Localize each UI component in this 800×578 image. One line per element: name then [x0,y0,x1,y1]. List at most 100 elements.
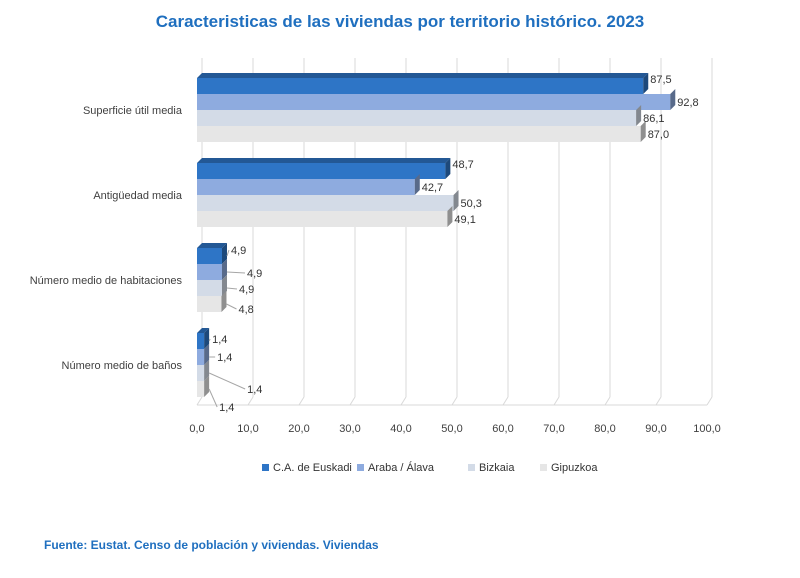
legend-item: C.A. de Euskadi [262,462,352,474]
bar-side [221,259,227,280]
chart-title: Caracteristicas de las viviendas por ter… [155,12,645,31]
bar-side [204,360,210,381]
bar-top [197,158,451,163]
x-tick-label: 20,0 [288,423,309,435]
gridline-foot [451,396,458,406]
gridline-foot [247,396,254,406]
bar-face [197,94,671,110]
bar [197,206,453,227]
bar [197,158,451,179]
legend: C.A. de Euskadi Araba / Álava Bizkaia Gipuz… [262,461,598,474]
gridline-foot [196,396,203,406]
bar [197,121,646,142]
bar-face [197,296,222,312]
leader-line [226,249,230,257]
legend-swatch [357,464,364,471]
legend-item: Araba / Álava [357,461,435,474]
bar-side [204,344,210,365]
legend-label: Bizkaia [479,462,515,474]
legend-item: Gipuzkoa [540,462,598,474]
bar-side [204,376,210,397]
data-label: 86,1 [643,113,664,125]
x-tick-label: 40,0 [390,423,411,435]
bar-side [221,291,227,312]
x-tick-label: 0,0 [189,423,204,435]
data-label: 87,0 [648,129,669,141]
bar-side [445,158,451,179]
bar [197,174,420,195]
bar-face [197,349,205,365]
x-tick-label: 70,0 [543,423,564,435]
bar-side [221,243,227,264]
bar-side [453,190,459,211]
bar-face [197,248,222,264]
gridline-foot [655,396,662,406]
data-label: 1,4 [212,334,227,346]
bar [197,105,642,126]
bar-side [414,174,420,195]
data-label: 4,9 [239,284,254,296]
gridline-foot [706,396,713,406]
category-label: Número medio de habitaciones [30,275,183,287]
x-tick-label: 100,0 [693,423,721,435]
bar [197,89,676,110]
bar-top [197,73,649,78]
gridline-foot [502,396,509,406]
data-label: 1,4 [247,384,262,396]
data-label: 49,1 [454,214,475,226]
leader-line [208,372,246,390]
legend-label: Araba / Álava [368,461,435,474]
bar-face [197,163,446,179]
legend-label: Gipuzkoa [551,462,598,474]
bar-face [197,381,205,397]
x-tick-label: 50,0 [441,423,462,435]
legend-item: Bizkaia [468,462,515,474]
bar-side [636,105,642,126]
gridline-foot [298,396,305,406]
bars [197,73,676,397]
bar-side [447,206,453,227]
leader-line [208,388,218,408]
data-label: 1,4 [217,352,232,364]
bar-side [670,89,676,110]
data-labels: 87,592,886,187,048,742,750,349,14,94,94,… [208,74,699,414]
leader-line [208,338,211,342]
category-label: Antigüedad media [93,190,183,202]
data-label: 87,5 [650,74,671,86]
legend-swatch [540,464,547,471]
source-note: Fuente: Eustat. Censo de población y viv… [44,538,379,552]
bar-side [643,73,649,94]
bar-side [221,275,227,296]
bar [197,328,210,349]
axis-labels: 0,0 10,0 20,0 30,0 40,0 50,0 60,0 70,0 80,0 90,0 1… [30,105,721,435]
bar-face [197,126,641,142]
x-tick-label: 10,0 [237,423,258,435]
data-label: 4,9 [231,245,246,257]
bar [197,376,210,397]
bar [197,243,227,264]
bar [197,190,459,211]
bar-side [204,328,210,349]
category-label: Número medio de baños [62,360,183,372]
bar [197,73,649,94]
bar [197,344,210,365]
data-label: 50,3 [461,198,482,210]
bar-face [197,179,415,195]
bar-face [197,110,637,126]
bar-face [197,280,222,296]
bar [197,259,227,280]
bar-top [197,328,210,333]
bar [197,291,227,312]
data-label: 92,8 [677,97,698,109]
data-label: 1,4 [219,402,234,414]
x-tick-label: 80,0 [594,423,615,435]
gridline-foot [604,396,611,406]
x-tick-label: 30,0 [339,423,360,435]
bar-face [197,195,454,211]
x-tick-label: 60,0 [492,423,513,435]
bar-face [197,78,644,94]
gridline-foot [349,396,356,406]
data-label: 4,8 [238,304,253,316]
gridline-foot [553,396,560,406]
gridline-foot [400,396,407,406]
